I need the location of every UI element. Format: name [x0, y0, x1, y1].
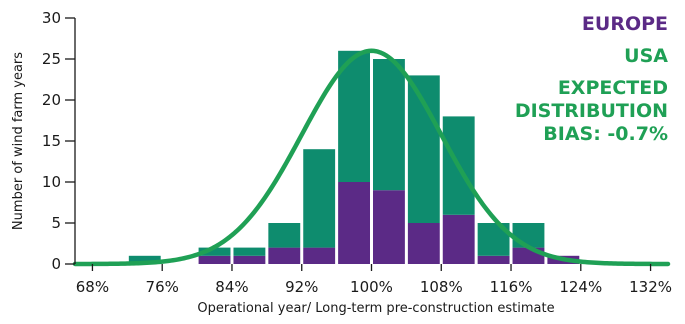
- legend-item: DISTRIBUTION: [515, 100, 668, 122]
- bar-usa-92: [303, 149, 336, 248]
- y-axis-title: Number of wind farm years: [11, 52, 26, 230]
- legend-item: EXPECTED: [558, 77, 668, 99]
- bar-europe-104: [407, 223, 440, 264]
- y-ticks: 0 5 10 15 20 25 30: [42, 9, 75, 273]
- bar-europe-92: [303, 247, 336, 264]
- x-tick-label: 68%: [76, 278, 109, 296]
- expected-distribution-curve: [72, 48, 671, 267]
- y-tick-label: 20: [42, 91, 61, 109]
- x-ticks: 68% 76% 84% 92% 100% 108% 116% 124% 132%: [76, 264, 672, 296]
- legend-item: BIAS: -0.7%: [543, 123, 668, 145]
- bar-usa-100: [373, 59, 405, 191]
- bar-europe-100: [373, 190, 405, 264]
- y-tick-label: 25: [42, 50, 61, 68]
- bar-europe-88: [268, 247, 301, 264]
- curve-layer: [72, 48, 671, 267]
- legend-item: EUROPE: [582, 13, 668, 35]
- bar-europe-80: [198, 255, 231, 264]
- y-tick-label: 0: [51, 255, 61, 273]
- bar-usa-96: [338, 50, 370, 182]
- x-tick-label: 132%: [629, 278, 672, 296]
- x-tick-label: 92%: [285, 278, 318, 296]
- y-tick-label: 15: [42, 132, 61, 150]
- bar-usa-88: [268, 223, 301, 248]
- x-axis-title: Operational year/ Long-term pre-construc…: [197, 301, 554, 316]
- bar-europe-84: [233, 255, 266, 264]
- x-tick-label: 84%: [215, 278, 248, 296]
- x-tick-label: 108%: [420, 278, 463, 296]
- bar-usa-116: [512, 223, 545, 248]
- legend-item: USA: [624, 45, 668, 67]
- x-tick-label: 100%: [350, 278, 393, 296]
- x-tick-label: 76%: [146, 278, 179, 296]
- bar-europe-108: [442, 214, 475, 264]
- bar-usa-84: [233, 247, 266, 256]
- bars-layer: [128, 50, 580, 264]
- x-tick-label: 124%: [559, 278, 602, 296]
- bar-europe-112: [477, 255, 510, 264]
- y-tick-label: 5: [51, 214, 61, 232]
- bar-usa-104: [407, 75, 440, 224]
- y-tick-label: 10: [42, 173, 61, 191]
- bar-europe-96: [338, 182, 370, 264]
- bar-usa-72: [128, 255, 161, 264]
- y-tick-label: 30: [42, 9, 61, 27]
- bar-usa-80: [198, 247, 231, 256]
- x-tick-label: 116%: [490, 278, 533, 296]
